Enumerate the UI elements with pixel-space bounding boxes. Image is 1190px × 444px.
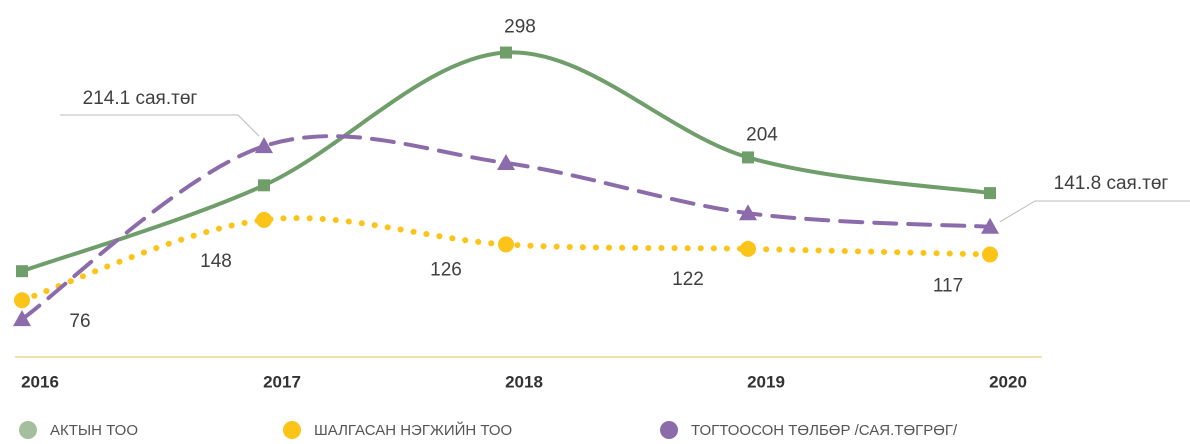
data-label: 204 bbox=[746, 124, 778, 145]
leader-line bbox=[60, 114, 260, 137]
legend-swatch bbox=[660, 421, 678, 439]
data-label: 141.8 сая.төг bbox=[1054, 173, 1169, 194]
data-label: 117 bbox=[933, 275, 963, 296]
marker bbox=[16, 265, 28, 278]
data-label: 122 bbox=[672, 269, 704, 290]
data-label: 76 bbox=[69, 311, 90, 332]
marker bbox=[982, 246, 998, 263]
data-label: 126 bbox=[430, 259, 462, 280]
legend-label: ШАЛГАСАН НЭГЖИЙН ТОО bbox=[314, 421, 512, 439]
legend-swatch bbox=[19, 421, 37, 439]
marker bbox=[739, 204, 757, 221]
legend-label: ТОГТООСОН ТӨЛБӨР /САЯ.ТӨГРӨГ/ bbox=[691, 422, 958, 439]
marker bbox=[14, 292, 30, 309]
marker bbox=[984, 187, 996, 200]
legend-swatch bbox=[283, 421, 301, 439]
marker bbox=[256, 211, 272, 228]
x-tick-label: 2019 bbox=[747, 372, 785, 391]
data-label: 298 bbox=[504, 17, 536, 38]
marker bbox=[740, 240, 756, 257]
x-tick-label: 2018 bbox=[505, 372, 543, 391]
leader-line bbox=[999, 200, 1190, 223]
data-label: 148 bbox=[200, 251, 232, 272]
marker bbox=[258, 179, 270, 192]
series-line bbox=[19, 215, 993, 304]
x-tick-label: 2017 bbox=[263, 372, 301, 391]
legend-label: АКТЫН ТОО bbox=[50, 422, 138, 439]
marker bbox=[13, 310, 31, 327]
x-tick-label: 2016 bbox=[21, 372, 59, 391]
marker bbox=[497, 153, 515, 170]
marker bbox=[498, 236, 514, 253]
marker bbox=[742, 151, 754, 164]
marker bbox=[500, 46, 512, 59]
marker bbox=[255, 137, 273, 154]
marker bbox=[981, 217, 999, 234]
data-label: 214.1 сая.төг bbox=[83, 88, 198, 109]
x-tick-label: 2020 bbox=[989, 372, 1027, 391]
